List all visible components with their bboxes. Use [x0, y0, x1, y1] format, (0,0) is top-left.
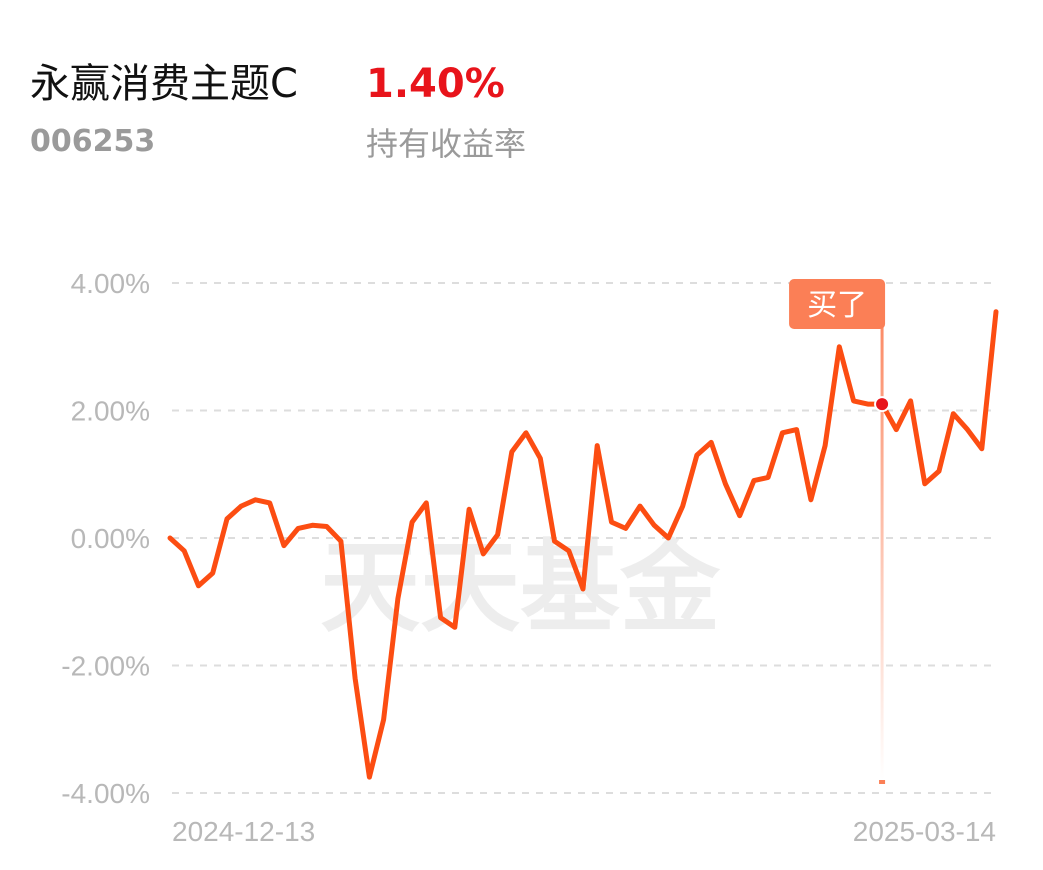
holding-return-value: 1.40%	[366, 61, 505, 107]
fund-code: 006253	[30, 124, 156, 159]
y-tick-label: 0.00%	[71, 523, 150, 554]
data-point[interactable]	[663, 533, 673, 543]
data-point[interactable]	[763, 472, 773, 482]
data-point[interactable]	[165, 533, 175, 543]
point-layer	[165, 307, 1001, 782]
data-point[interactable]	[350, 673, 360, 683]
data-point[interactable]	[735, 511, 745, 521]
data-point[interactable]	[777, 428, 787, 438]
data-point[interactable]	[706, 437, 716, 447]
data-point[interactable]	[393, 594, 403, 604]
y-axis-ticks: 4.00% 2.00% 0.00% -2.00% -4.00%	[61, 268, 150, 809]
x-tick-label: 2024-12-13	[172, 816, 315, 847]
data-point[interactable]	[891, 425, 901, 435]
x-axis-ticks: 2024-12-13 2025-03-14	[172, 816, 996, 847]
series-layer	[167, 309, 999, 780]
data-point[interactable]	[250, 495, 260, 505]
data-point[interactable]	[720, 479, 730, 489]
data-point[interactable]	[863, 399, 873, 409]
y-tick-label: -2.00%	[61, 651, 150, 682]
data-point[interactable]	[450, 622, 460, 632]
data-point[interactable]	[535, 453, 545, 463]
data-point[interactable]	[963, 425, 973, 435]
data-point[interactable]	[564, 546, 574, 556]
data-point[interactable]	[336, 536, 346, 546]
data-point[interactable]	[478, 549, 488, 559]
data-point[interactable]	[635, 501, 645, 511]
data-point[interactable]	[322, 522, 332, 532]
grid-lines	[172, 282, 998, 794]
holding-return-label: 持有收益率	[366, 125, 527, 163]
data-point[interactable]	[934, 466, 944, 476]
x-tick-label: 2025-03-14	[853, 816, 996, 847]
buy-point[interactable]	[876, 398, 889, 411]
buy-marker-line	[880, 325, 884, 780]
y-tick-label: -4.00%	[61, 778, 150, 809]
data-point[interactable]	[279, 541, 289, 551]
data-point[interactable]	[906, 396, 916, 406]
data-point[interactable]	[948, 409, 958, 419]
data-point[interactable]	[749, 476, 759, 486]
data-point[interactable]	[792, 425, 802, 435]
data-point[interactable]	[179, 546, 189, 556]
y-tick-label: 2.00%	[71, 396, 150, 427]
data-point[interactable]	[293, 523, 303, 533]
data-point[interactable]	[834, 342, 844, 352]
data-point[interactable]	[436, 613, 446, 623]
series-line	[167, 309, 999, 780]
data-point[interactable]	[991, 307, 1001, 317]
data-point[interactable]	[236, 501, 246, 511]
data-point[interactable]	[820, 441, 830, 451]
y-tick-label: 4.00%	[71, 268, 150, 299]
data-point[interactable]	[806, 495, 816, 505]
data-point[interactable]	[407, 517, 417, 527]
buy-marker-group: 买了	[789, 279, 886, 784]
data-point[interactable]	[194, 581, 204, 591]
data-point[interactable]	[592, 441, 602, 451]
data-point[interactable]	[493, 530, 503, 540]
data-point[interactable]	[507, 447, 517, 457]
buy-marker-badge[interactable]	[789, 279, 886, 329]
data-point[interactable]	[621, 523, 631, 533]
watermark-text: 天天基金	[320, 528, 721, 646]
data-point[interactable]	[265, 498, 275, 508]
data-point[interactable]	[678, 501, 688, 511]
data-point[interactable]	[977, 444, 987, 454]
data-point[interactable]	[692, 450, 702, 460]
data-point[interactable]	[208, 568, 218, 578]
data-point[interactable]	[849, 396, 859, 406]
data-point[interactable]	[222, 514, 232, 524]
data-point[interactable]	[607, 517, 617, 527]
data-point[interactable]	[649, 520, 659, 530]
data-point[interactable]	[920, 479, 930, 489]
data-point[interactable]	[550, 536, 560, 546]
data-point[interactable]	[421, 498, 431, 508]
data-point[interactable]	[379, 715, 389, 725]
data-point[interactable]	[364, 772, 374, 782]
buy-marker-foot	[879, 780, 886, 784]
data-point[interactable]	[307, 520, 317, 530]
data-point[interactable]	[521, 428, 531, 438]
data-point[interactable]	[464, 504, 474, 514]
buy-marker-label: 买了	[807, 288, 867, 323]
data-point[interactable]	[578, 584, 588, 594]
fund-name: 永赢消费主题C	[30, 61, 298, 107]
